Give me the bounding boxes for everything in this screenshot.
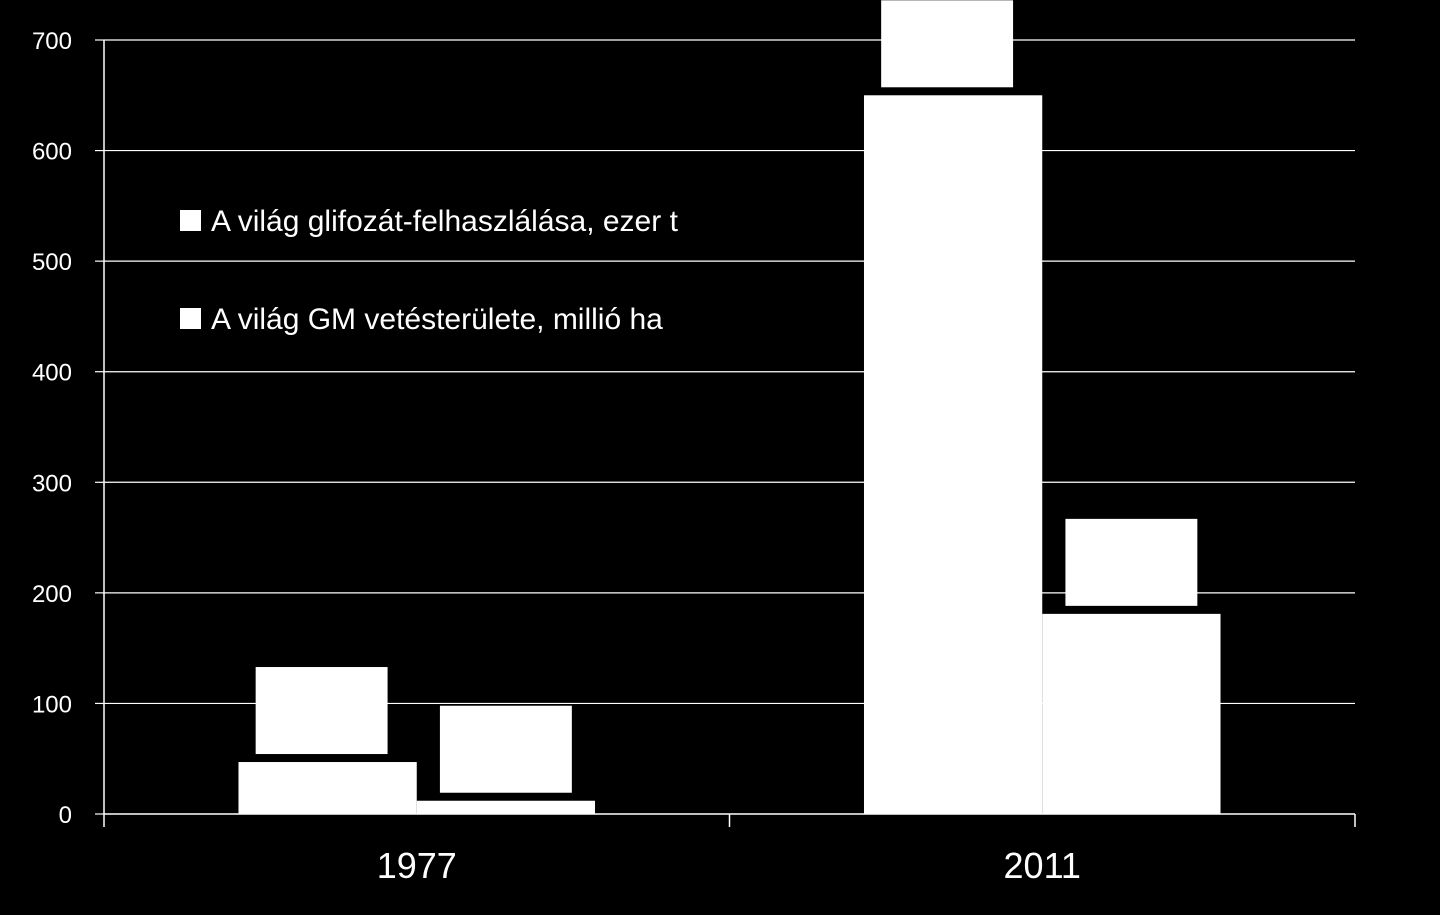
y-tick-label-200: 200	[32, 581, 72, 608]
data-label-box-2011-series-1	[881, 0, 1014, 88]
bar-overlays	[255, 0, 1198, 793]
bar-1977-series-2	[416, 800, 596, 814]
legend-label-1: A világ glifozát-felhaszlálása, ezer t	[211, 205, 679, 238]
y-tick-label-300: 300	[32, 470, 72, 497]
x-category-label-1977: 1977	[377, 845, 457, 886]
y-tick-label-400: 400	[32, 360, 72, 387]
bar-2011-series-2	[1042, 613, 1221, 814]
gridlines	[104, 39, 1355, 705]
y-tick-label-600: 600	[32, 139, 72, 166]
axes	[103, 40, 1356, 827]
y-axis-ticks: 0 100 200 300 400 500 600 700	[32, 28, 104, 829]
y-tick-label-0: 0	[59, 802, 72, 829]
data-label-box-2011-series-2	[1065, 518, 1198, 606]
bars	[238, 95, 1221, 815]
y-tick-label-100: 100	[32, 691, 72, 718]
y-tick-label-500: 500	[32, 249, 72, 276]
x-axis-labels: 1977 2011	[377, 845, 1081, 886]
bar-1977-series-1	[238, 762, 417, 814]
legend-label-2: A világ GM vetésterülete, millió ha	[211, 303, 663, 336]
legend-swatch-2	[180, 308, 201, 329]
data-label-box-1977-series-2	[439, 705, 572, 793]
data-label-box-1977-series-1	[255, 667, 388, 755]
y-tick-label-700: 700	[32, 28, 72, 55]
x-category-label-2011: 2011	[1004, 845, 1081, 886]
legend-swatch-1	[180, 210, 201, 231]
bar-2011-series-1	[863, 95, 1043, 815]
legend: A világ glifozát-felhaszlálása, ezer t A …	[180, 205, 679, 336]
